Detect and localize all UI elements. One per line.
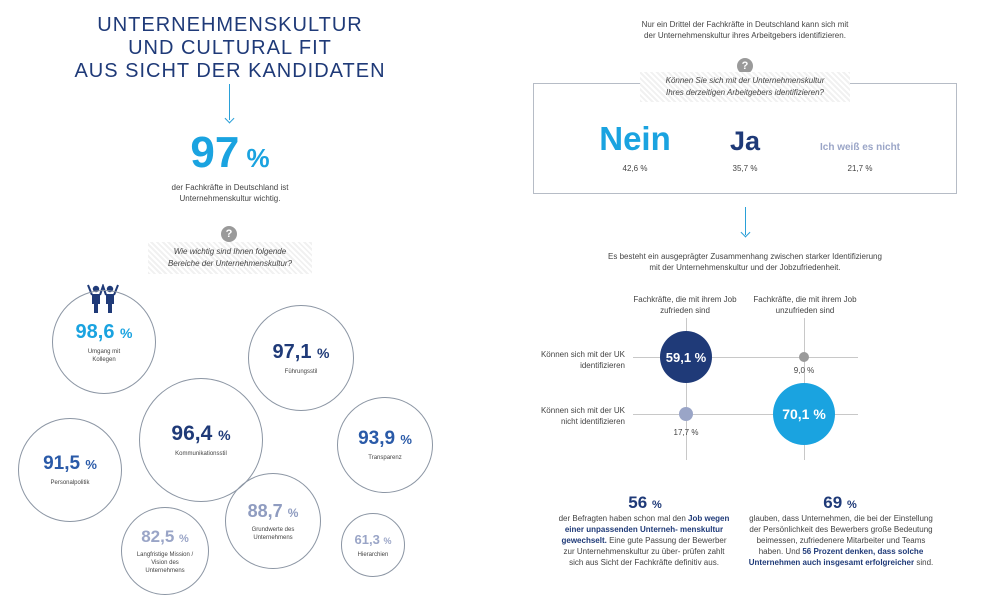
answer-no-value: 42,6 %: [622, 164, 648, 173]
culture-circle: 61,3 % Hierarchien: [341, 513, 405, 577]
correlation-text: Es besteht ein ausgeprägter Zusammenhang…: [608, 252, 882, 272]
intro-text: Nur ein Drittel der Fachkräfte in Deutsc…: [641, 20, 849, 40]
arrow-head-icon: [740, 227, 751, 238]
page-title: UNTERNEHMENSKULTUR UND CULTURAL FIT AUS …: [74, 14, 386, 82]
matrix-bubble-small: [679, 407, 693, 421]
headline-percentage: 97 %: [190, 128, 270, 177]
grid-line: [633, 414, 858, 415]
arrow-head-icon: [224, 113, 235, 124]
answer-yes: Ja: [729, 126, 761, 156]
culture-circle: 98,6 % Umgang mit Kollegen: [52, 290, 156, 394]
question-icon: ?: [737, 58, 753, 74]
matrix-bubble-small: [799, 352, 809, 362]
row-header: Können sich mit der UK nicht identifizie…: [540, 406, 625, 426]
culture-circle: 93,9 % Transparenz: [337, 397, 433, 493]
grid-line: [686, 318, 687, 460]
row-header: Können sich mit der UK identifizieren: [540, 350, 625, 370]
culture-circle: 91,5 % Personalpolitik: [18, 418, 122, 522]
culture-circle: 97,1 % Führungsstil: [248, 305, 354, 411]
matrix-value: 17,7 %: [673, 428, 699, 437]
col-header: Fachkräfte, die mit ihrem Job unzufriede…: [753, 295, 857, 315]
culture-circle: 88,7 % Grundwerte des Unternehmens: [225, 473, 321, 569]
stat-right-value: 69 %: [823, 493, 857, 512]
culture-circle: 82,5 % Langfristige Mission / Vision des U…: [121, 507, 209, 595]
answer-unknown-value: 21,7 %: [847, 164, 873, 173]
stat-left-text: der Befragten haben schon mal den Job we…: [558, 514, 730, 567]
stat-left-value: 56 %: [628, 493, 662, 512]
stat-right-text: glauben, dass Unternehmen, die bei der E…: [748, 514, 934, 567]
matrix-value: 9,0 %: [793, 366, 815, 375]
answer-yes-value: 35,7 %: [732, 164, 758, 173]
down-arrow-icon: [745, 207, 746, 235]
headline-caption: der Fachkräfte in Deutschland ist Untern…: [171, 183, 289, 203]
answer-unknown: Ich weiß es nicht: [819, 142, 901, 153]
matrix-bubble: 59,1 %: [660, 331, 712, 383]
grid-line: [633, 357, 858, 358]
question-icon: ?: [221, 226, 237, 242]
matrix-bubble: 70,1 %: [773, 383, 835, 445]
answer-no: Nein: [599, 120, 671, 157]
culture-circle: 96,4 % Kommunikationsstil: [139, 378, 263, 502]
col-header: Fachkräfte, die mit ihrem Job zufrieden …: [633, 295, 737, 315]
down-arrow-icon: [229, 84, 230, 120]
question-box: Wie wichtig sind Ihnen folgende Bereiche…: [148, 242, 312, 274]
question-box: Können Sie sich mit der Unternehmenskult…: [640, 72, 850, 102]
